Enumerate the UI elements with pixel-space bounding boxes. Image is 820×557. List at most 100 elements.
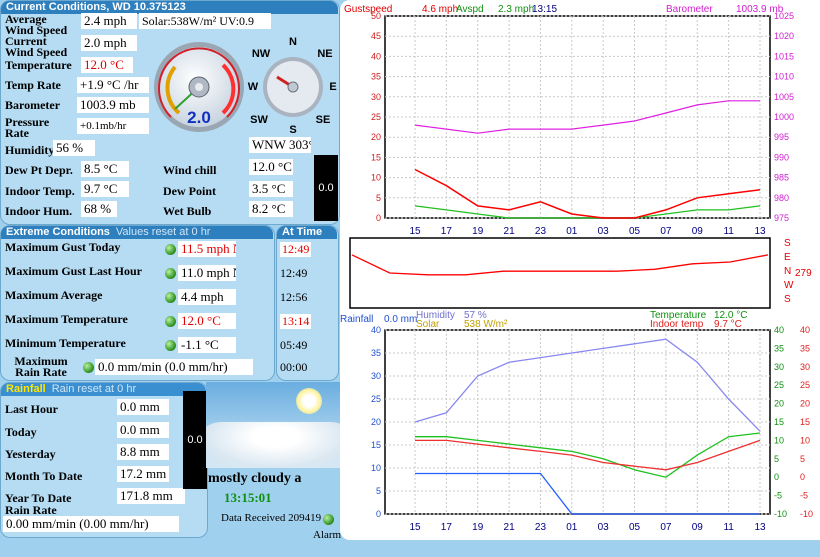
rain-year-value: 171.8 mm: [117, 488, 185, 504]
bot-y-tick-left: 10: [371, 463, 381, 473]
top-x-tick: 05: [629, 226, 641, 237]
compass-nw: NW: [252, 48, 271, 60]
extreme-row-led-icon: [165, 316, 176, 327]
bot-x-tick: 05: [629, 522, 641, 533]
bot-y-tick-right2: -5: [800, 491, 808, 501]
top-series-line: [414, 100, 760, 134]
bot-series-line: [414, 338, 761, 432]
rain-last-hour-value: 0.0 mm: [117, 399, 169, 415]
wind-barometer-chart: Gustspeed 4.6 mph Avspd 2.3 mph 13:15 Ba…: [344, 4, 794, 237]
bot-y-tick-right: 15: [774, 417, 784, 427]
current-conditions-panel: Current Conditions, WD 10.375123 Average…: [0, 0, 340, 225]
solar-uv-value: Solar:538W/m² UV:0.9: [139, 13, 271, 29]
top-y-tick-right: 990: [774, 152, 789, 162]
bot-y-tick-left: 25: [371, 394, 381, 404]
wind-speed-gauge: 2.0: [154, 42, 244, 132]
top-y-tick-left: 0: [376, 213, 381, 223]
compass-sw: SW: [250, 114, 268, 126]
pressure-rate-value: +0.1mb/hr: [77, 118, 149, 134]
extreme-row-value: 12.0 °C: [178, 313, 236, 329]
extreme-row-label: Minimum Temperature: [5, 336, 126, 350]
indoor-temp-value: 9.7 °C: [81, 181, 129, 197]
top-x-tick: 23: [535, 226, 547, 237]
top-x-tick: 17: [441, 226, 453, 237]
bot-y-tick-right2: 15: [800, 417, 810, 427]
top-y-tick-right: 1025: [774, 11, 794, 21]
top-y-tick-right: 985: [774, 173, 789, 183]
bot-x-tick: 19: [472, 522, 484, 533]
dir-label-s2: S: [784, 294, 791, 305]
bot-y-tick-right: 10: [774, 435, 784, 445]
bot-y-tick-right: 30: [774, 362, 784, 372]
temp-humidity-rain-chart: Rainfall 0.0 mm Humidity 57 % Solar 538 …: [340, 310, 813, 533]
top-x-tick: 07: [660, 226, 672, 237]
sun-icon: [296, 388, 322, 414]
rainfall-subtitle: Rain reset at 0 hr: [51, 383, 137, 395]
bot-x-tick: 03: [598, 522, 610, 533]
top-y-tick-left: 15: [371, 152, 381, 162]
forecast-text: mostly cloudy a: [208, 471, 302, 486]
temp-rate-label: Temp Rate: [5, 78, 61, 92]
cloud-icon: [206, 422, 340, 468]
avg-wind-label: Average Wind Speed: [5, 12, 68, 37]
rain-rate-label: Rain Rate: [5, 503, 57, 517]
avg-value: 2.3 mph: [498, 4, 534, 15]
hum-chart-label: Humidity: [416, 310, 455, 321]
hum-chart-value: 57 %: [464, 310, 487, 321]
bot-x-tick: 17: [441, 522, 453, 533]
temperature-value: 12.0 °C: [81, 57, 133, 73]
chart-time: 13:15: [532, 4, 557, 15]
humidity-value: 56 %: [53, 140, 95, 156]
wind-direction-chart: S E N 279 W S: [349, 237, 812, 309]
avg-wind-value: 2.4 mph: [81, 13, 137, 29]
dew-depr-label: Dew Pt Depr.: [5, 163, 73, 177]
bot-x-tick: 15: [409, 522, 421, 533]
top-y-tick-right: 995: [774, 132, 789, 142]
bot-y-tick-left: 5: [376, 486, 381, 496]
pressure-rate-label: Pressure Rate: [5, 115, 50, 140]
temp-chart-label: Temperature: [650, 310, 707, 321]
baro-value: 1003.9 mb: [736, 4, 784, 15]
bot-x-tick: 01: [566, 522, 578, 533]
dew-point-value: 3.5 °C: [249, 181, 293, 197]
bot-y-tick-right2: 25: [800, 380, 810, 390]
bot-x-tick: 13: [754, 522, 766, 533]
bot-y-tick-left: 20: [371, 417, 381, 427]
compass-w: W: [248, 81, 259, 93]
extreme-row-time: 12:49: [280, 242, 312, 257]
bot-y-tick-right: 5: [774, 454, 779, 464]
bot-y-tick-right2: 30: [800, 362, 810, 372]
extreme-conditions-title: Extreme Conditions: [6, 226, 110, 238]
top-y-tick-left: 35: [371, 72, 381, 82]
at-time-title: At Time: [277, 226, 337, 239]
wind-direction-compass: N NE E SE S SW W NW: [248, 36, 337, 135]
extreme-row-time: 13:14: [280, 314, 312, 329]
top-y-tick-left: 40: [371, 51, 381, 61]
extreme-row-label: Maximum Gust Last Hour: [5, 264, 143, 278]
bot-y-tick-right2: 40: [800, 325, 810, 335]
bot-y-tick-left: 40: [371, 325, 381, 335]
wet-bulb-label: Wet Bulb: [163, 204, 212, 218]
humidity-label: Humidity: [5, 143, 55, 157]
bot-y-tick-right: -5: [774, 491, 782, 501]
dew-depr-value: 8.5 °C: [81, 161, 129, 177]
dir-series-line: [351, 254, 769, 276]
extreme-row-value: -1.1 °C: [178, 337, 236, 353]
bot-y-tick-right: 35: [774, 343, 784, 353]
top-x-tick: 15: [409, 226, 421, 237]
bot-series-line: [415, 432, 761, 478]
extreme-row-label: Maximum Temperature: [5, 312, 128, 326]
compass-se: SE: [316, 114, 331, 126]
avg-label: Avspd: [456, 4, 484, 15]
top-series-line: [414, 168, 761, 219]
bot-y-tick-right2: 20: [800, 399, 810, 409]
dir-label-s1: S: [784, 238, 791, 249]
top-x-tick: 03: [598, 226, 610, 237]
top-y-tick-right: 1015: [774, 51, 794, 61]
rainfall-title: Rainfall: [6, 383, 46, 395]
bot-y-tick-right2: 35: [800, 343, 810, 353]
bot-y-tick-left: 35: [371, 348, 381, 358]
extreme-row-label: Maximum Rain Rate: [14, 354, 68, 379]
top-y-tick-right: 1005: [774, 92, 794, 102]
top-y-tick-left: 50: [371, 11, 381, 21]
